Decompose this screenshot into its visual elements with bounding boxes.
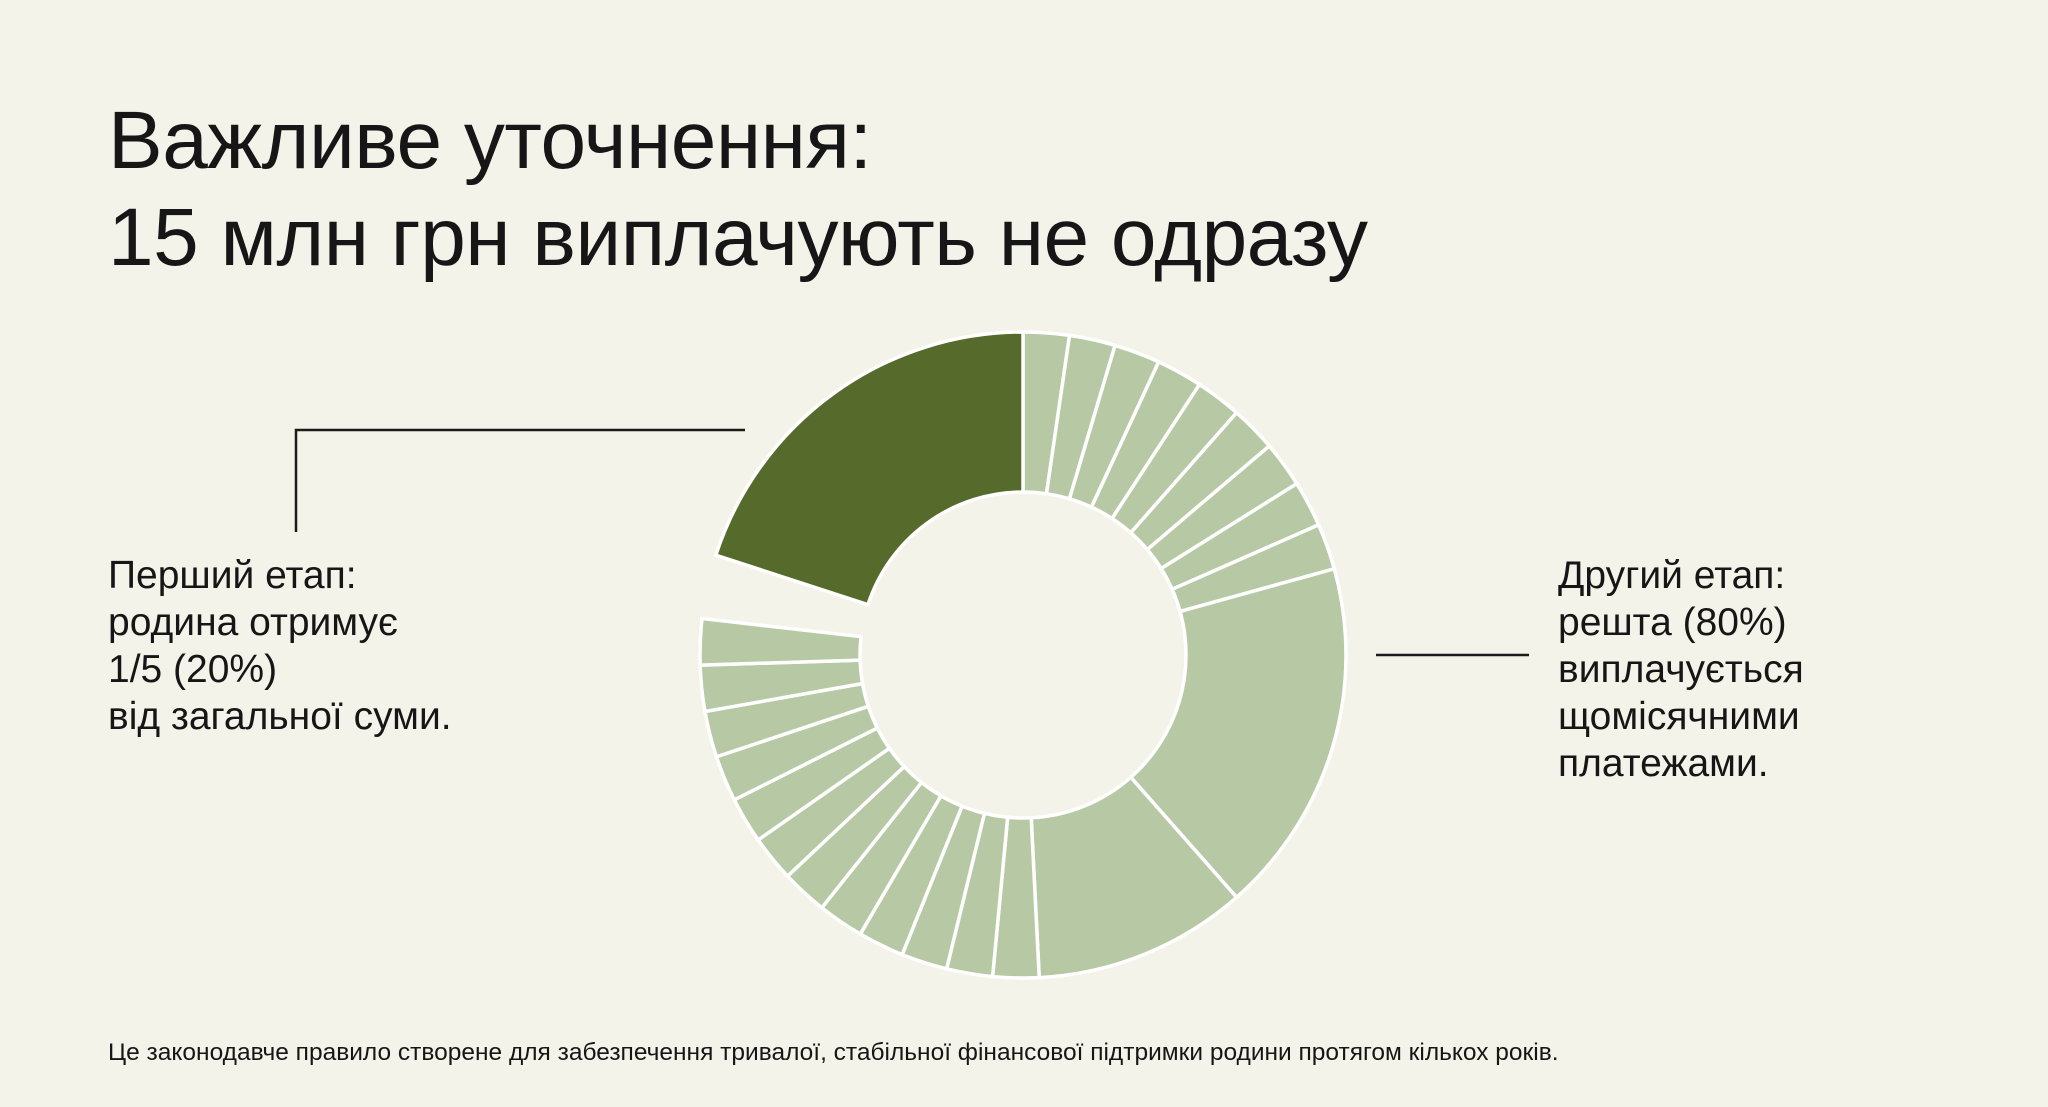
first-stage-label-line-2: родина отримує bbox=[108, 601, 398, 644]
second-stage-label-line-3: виплачується bbox=[1558, 648, 1804, 691]
second-stage-label-line-2: решта (80%) bbox=[1558, 601, 1787, 644]
page-title: Важливе уточнення: 15 млн грн виплачують… bbox=[108, 92, 1368, 286]
title-line-2: 15 млн грн виплачують не одразу bbox=[108, 192, 1368, 283]
first-stage-label-line-1: Перший етап: bbox=[108, 554, 357, 597]
second-stage-segment-10 bbox=[1128, 566, 1348, 900]
second-stage-segment-23 bbox=[698, 616, 863, 667]
first-stage-label: Перший етап: родина отримує 1/5 (20%) ві… bbox=[108, 552, 452, 740]
title-line-1: Важливе уточнення: bbox=[108, 95, 872, 186]
second-stage-label: Другий етап: решта (80%) виплачується що… bbox=[1558, 552, 1804, 787]
footnote: Це законодавче правило створене для забе… bbox=[108, 1039, 1559, 1066]
second-stage-label-line-1: Другий етап: bbox=[1558, 554, 1786, 597]
second-stage-label-line-5: платежами. bbox=[1558, 742, 1769, 785]
first-stage-label-line-4: від загальної суми. bbox=[108, 695, 452, 738]
first-stage-leader-line bbox=[294, 428, 745, 532]
first-stage-slice bbox=[713, 330, 1025, 607]
first-stage-label-line-3: 1/5 (20%) bbox=[108, 648, 278, 691]
second-stage-label-line-4: щомісячними bbox=[1558, 695, 1800, 738]
